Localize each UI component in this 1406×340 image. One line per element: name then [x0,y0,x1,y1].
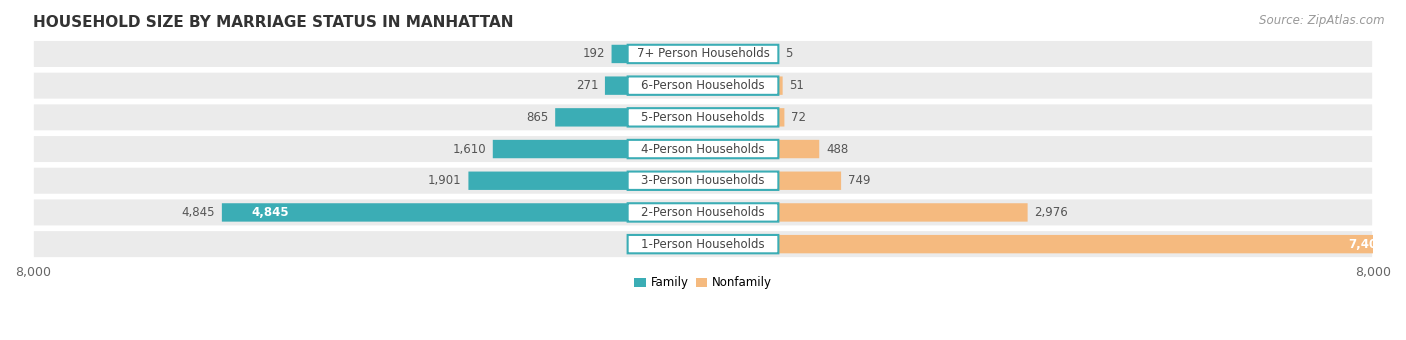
FancyBboxPatch shape [34,200,1372,225]
FancyBboxPatch shape [627,140,779,158]
Legend: Family, Nonfamily: Family, Nonfamily [630,272,776,294]
FancyBboxPatch shape [34,41,1372,67]
FancyBboxPatch shape [627,108,779,126]
FancyBboxPatch shape [779,172,841,190]
Text: 5-Person Households: 5-Person Households [641,111,765,124]
FancyBboxPatch shape [34,168,1372,194]
Text: 1,901: 1,901 [427,174,461,187]
FancyBboxPatch shape [555,108,627,126]
FancyBboxPatch shape [34,231,1372,257]
FancyBboxPatch shape [627,203,779,222]
FancyBboxPatch shape [779,108,785,126]
Text: 5: 5 [786,48,793,61]
Text: 6-Person Households: 6-Person Households [641,79,765,92]
FancyBboxPatch shape [612,45,627,63]
FancyBboxPatch shape [627,45,779,63]
Text: 2,976: 2,976 [1035,206,1069,219]
Text: 4,845: 4,845 [181,206,215,219]
FancyBboxPatch shape [605,76,627,95]
Text: 2-Person Households: 2-Person Households [641,206,765,219]
Text: 72: 72 [792,111,806,124]
FancyBboxPatch shape [779,76,783,95]
Text: 865: 865 [526,111,548,124]
Text: Source: ZipAtlas.com: Source: ZipAtlas.com [1260,14,1385,27]
FancyBboxPatch shape [627,235,779,253]
Text: 3-Person Households: 3-Person Households [641,174,765,187]
FancyBboxPatch shape [222,203,627,222]
FancyBboxPatch shape [492,140,627,158]
FancyBboxPatch shape [468,172,627,190]
FancyBboxPatch shape [34,73,1372,99]
Text: 192: 192 [582,48,605,61]
Text: 51: 51 [789,79,804,92]
FancyBboxPatch shape [779,235,1399,253]
FancyBboxPatch shape [627,172,779,190]
FancyBboxPatch shape [34,104,1372,130]
Text: 749: 749 [848,174,870,187]
FancyBboxPatch shape [779,140,820,158]
Text: 1-Person Households: 1-Person Households [641,238,765,251]
FancyBboxPatch shape [627,76,779,95]
Text: 488: 488 [825,142,848,155]
FancyBboxPatch shape [34,136,1372,162]
Text: 7,403: 7,403 [1348,238,1386,251]
Text: HOUSEHOLD SIZE BY MARRIAGE STATUS IN MANHATTAN: HOUSEHOLD SIZE BY MARRIAGE STATUS IN MAN… [32,15,513,30]
Text: 4-Person Households: 4-Person Households [641,142,765,155]
Text: 4,845: 4,845 [252,206,288,219]
Text: 7+ Person Households: 7+ Person Households [637,48,769,61]
Text: 1,610: 1,610 [453,142,486,155]
FancyBboxPatch shape [779,203,1028,222]
Text: 271: 271 [575,79,598,92]
